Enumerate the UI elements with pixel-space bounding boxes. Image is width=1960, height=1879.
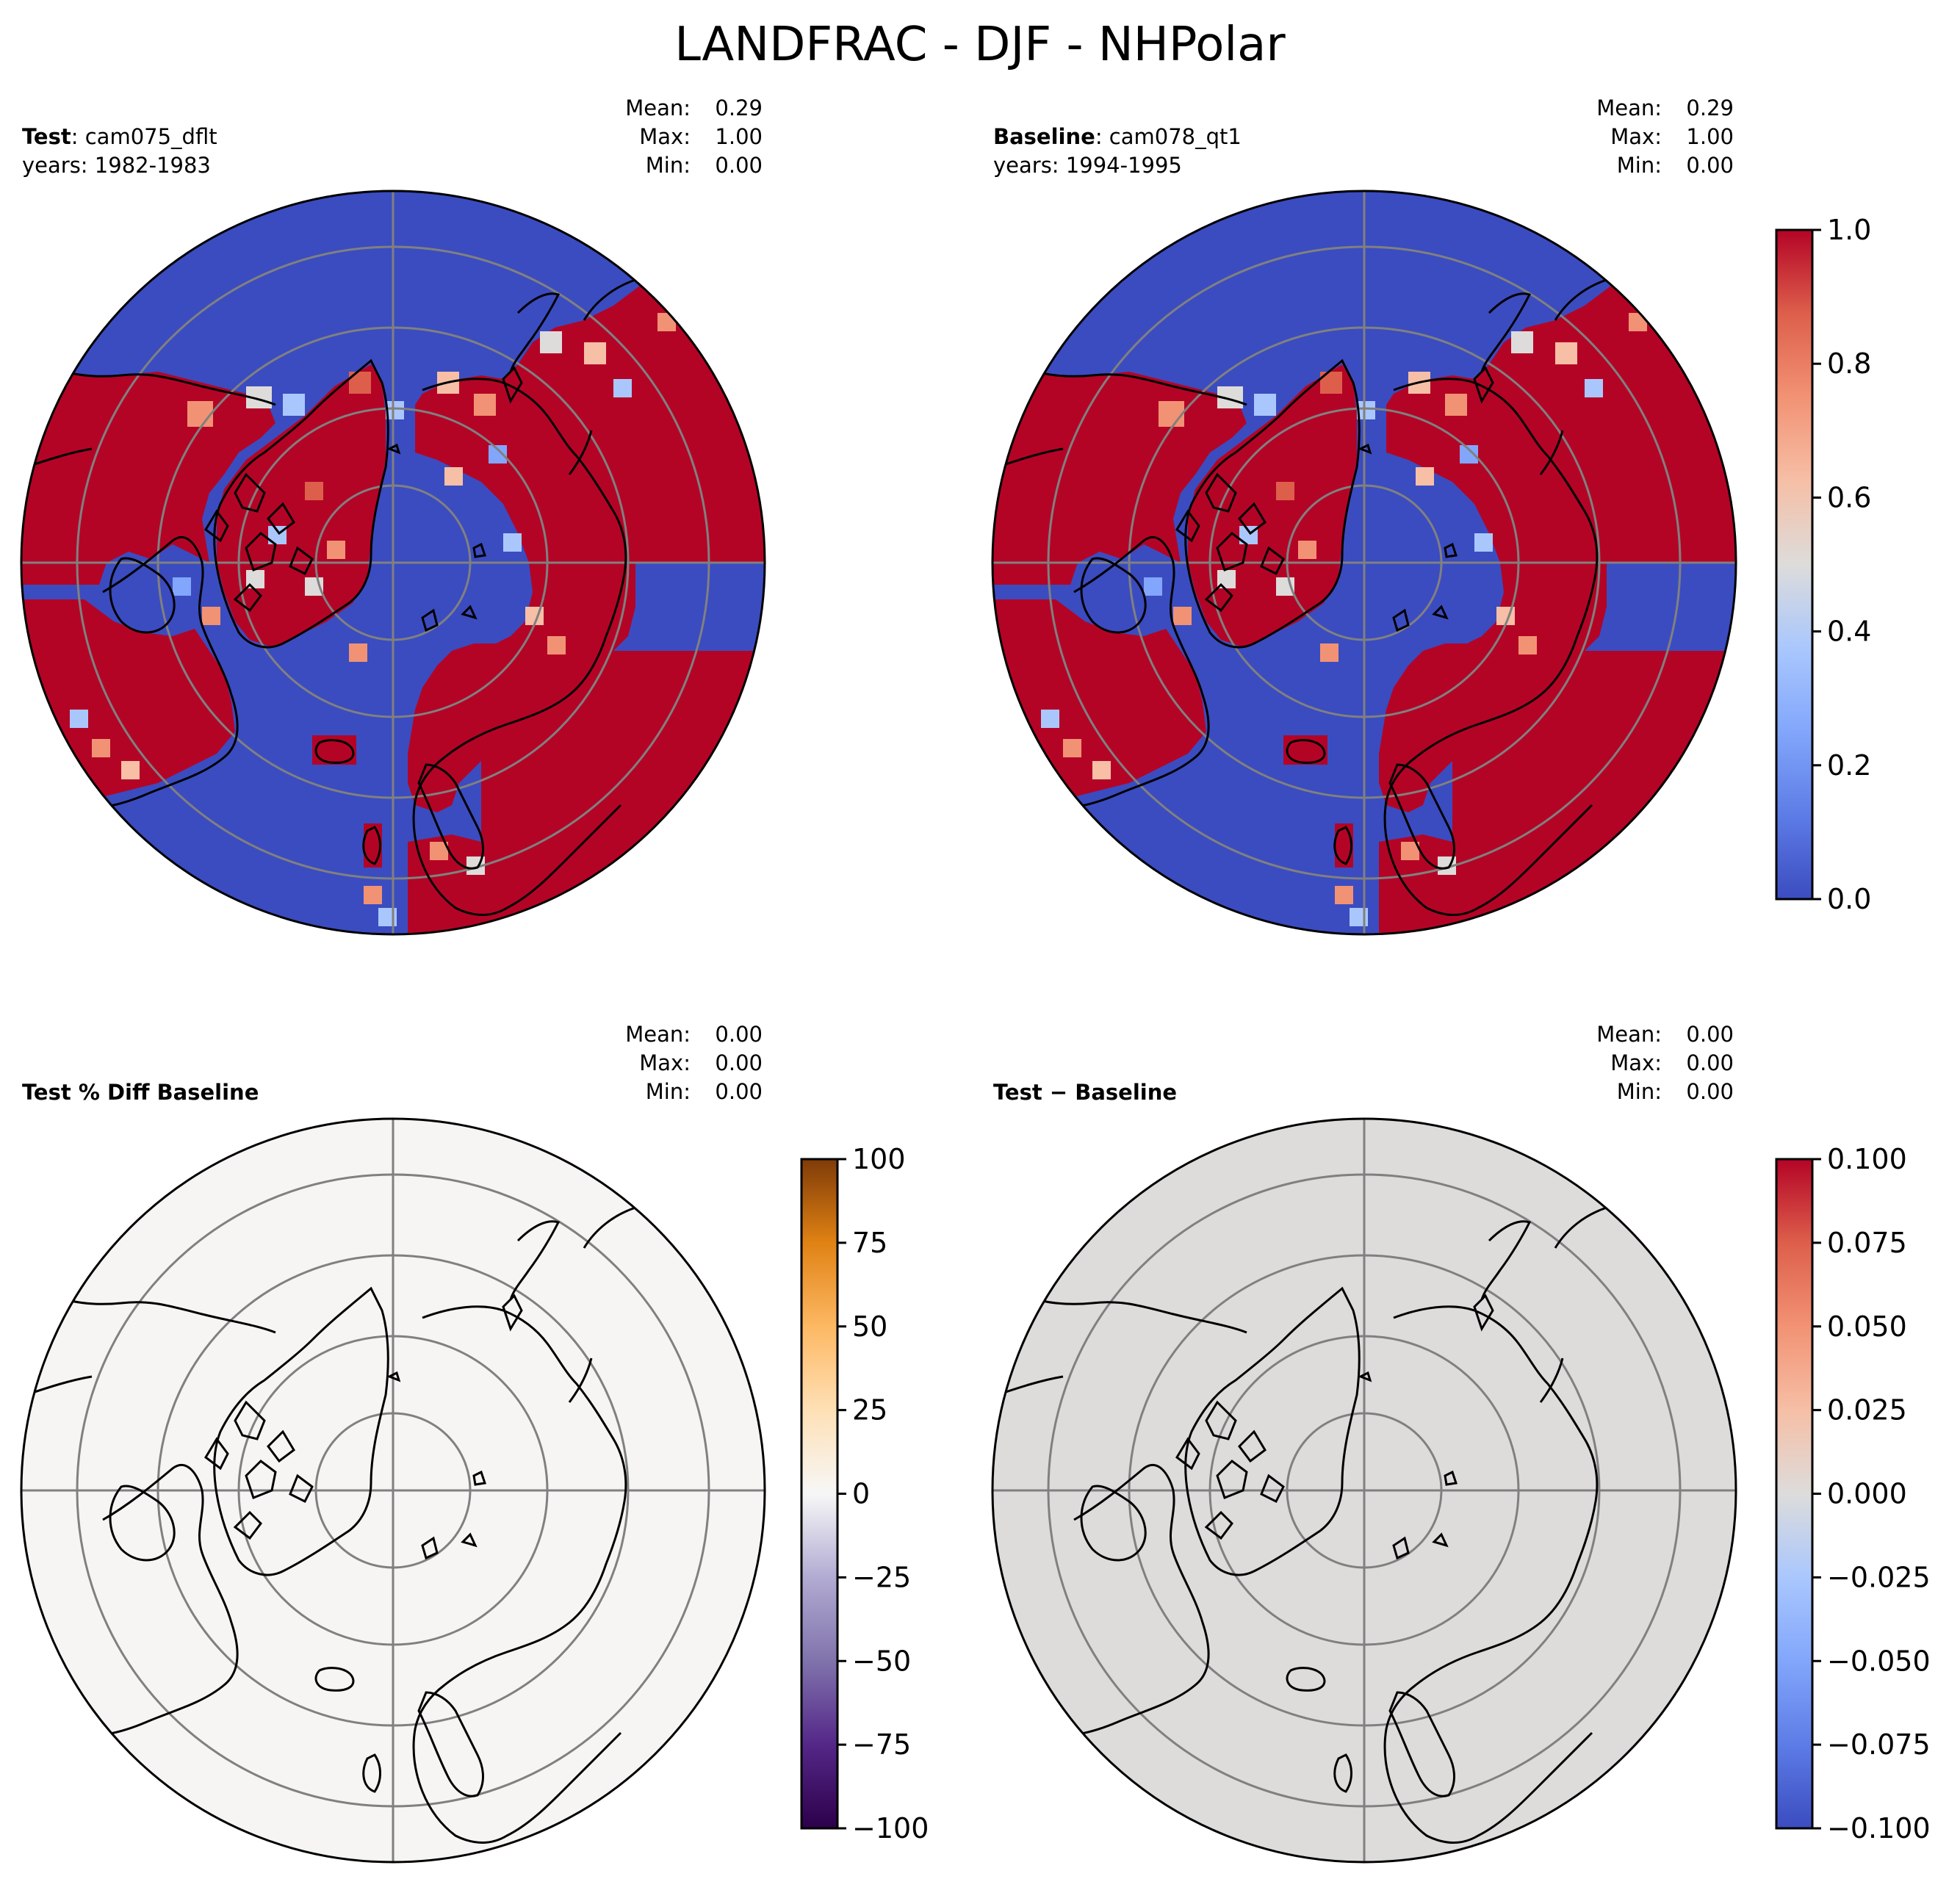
colorbar-diff-bar bbox=[1775, 1158, 1814, 1830]
panel-test-max: 1.00 bbox=[715, 124, 763, 149]
panel-pctdiff: Test % Diff Baseline Mean: 0.00 Max: 0.0… bbox=[20, 1022, 766, 1864]
panel-test-min: 0.00 bbox=[715, 153, 763, 178]
colorbar-landfrac: 0.0 0.2 0.4 0.6 0.8 1.0 bbox=[1775, 214, 1871, 915]
panel-baseline-label: Baseline: cam078_qt1 bbox=[993, 124, 1242, 149]
panel-baseline: Baseline: cam078_qt1 years: 1994-1995 Me… bbox=[991, 95, 1737, 936]
cb-landfrac-tick-label: 0.6 bbox=[1827, 481, 1871, 513]
panel-test-mean: 0.29 bbox=[715, 95, 763, 120]
cb-pctdiff-tick-label: 100 bbox=[852, 1143, 906, 1175]
panel-pctdiff-map-border bbox=[20, 1117, 766, 1864]
panel-baseline-min: 0.00 bbox=[1686, 153, 1734, 178]
cb-diff-tick-label: 0.025 bbox=[1827, 1394, 1907, 1427]
panel-diff: Test − Baseline Mean: 0.00 Max: 0.00 Min… bbox=[991, 1022, 1737, 1864]
cb-diff-tick-label: −0.025 bbox=[1827, 1561, 1931, 1593]
cb-diff-tick-label: −0.050 bbox=[1827, 1645, 1931, 1677]
cb-diff-tick-label: 0.000 bbox=[1827, 1478, 1907, 1510]
figure-title: LANDFRAC - DJF - NHPolar bbox=[674, 18, 1286, 72]
cb-pctdiff-tick-label: −75 bbox=[852, 1728, 911, 1761]
panel-test-label-bold: Test bbox=[22, 124, 71, 149]
panel-baseline-label-rest: : cam078_qt1 bbox=[1095, 124, 1242, 149]
cb-landfrac-tick-label: 0.2 bbox=[1827, 749, 1871, 782]
panel-pctdiff-max: 0.00 bbox=[715, 1050, 763, 1075]
panel-diff-mean: 0.00 bbox=[1686, 1022, 1734, 1047]
panel-diff-max: 0.00 bbox=[1686, 1050, 1734, 1075]
panel-pctdiff-mean: 0.00 bbox=[715, 1022, 763, 1047]
panel-baseline-map bbox=[992, 191, 1736, 934]
panel-test-label: Test: cam075_dflt bbox=[22, 124, 217, 149]
panel-pctdiff-max-label: Max: bbox=[639, 1050, 691, 1075]
panel-baseline-max-label: Max: bbox=[1610, 124, 1662, 149]
cb-landfrac-tick-label: 0.8 bbox=[1827, 347, 1871, 380]
cb-pctdiff-tick-label: −100 bbox=[852, 1812, 929, 1844]
panel-diff-label-rest: − Baseline bbox=[1042, 1080, 1177, 1105]
panel-test-years: years: 1982-1983 bbox=[22, 153, 211, 178]
cb-pctdiff-tick-label: 0 bbox=[852, 1478, 870, 1510]
cb-pctdiff-tick-label: 25 bbox=[852, 1394, 887, 1427]
cb-landfrac-tick-label: 1.0 bbox=[1827, 214, 1871, 246]
cb-diff-tick-label: 0.100 bbox=[1827, 1143, 1907, 1175]
panel-baseline-mean: 0.29 bbox=[1686, 95, 1734, 120]
colorbar-diff: −0.100 −0.075 −0.050 −0.025 0.000 0.025 0.050 0… bbox=[1775, 1143, 1931, 1844]
panel-diff-map bbox=[992, 1119, 1736, 1862]
panel-test-map bbox=[21, 191, 765, 934]
cb-diff-tick-label: 0.050 bbox=[1827, 1310, 1907, 1343]
panel-test-mean-label: Mean: bbox=[625, 95, 691, 120]
panel-diff-max-label: Max: bbox=[1610, 1050, 1662, 1075]
colorbar-pctdiff-bar bbox=[800, 1158, 839, 1830]
cb-diff-tick-label: −0.100 bbox=[1827, 1812, 1931, 1844]
panel-test-max-label: Max: bbox=[639, 124, 691, 149]
panel-diff-mean-label: Mean: bbox=[1596, 1022, 1662, 1047]
panel-test-label-rest: : cam075_dflt bbox=[71, 124, 217, 149]
colorbar-pctdiff: −100 −75 −50 −25 0 25 50 75 100 bbox=[800, 1143, 929, 1844]
panel-pctdiff-map bbox=[21, 1119, 765, 1862]
panel-baseline-max: 1.00 bbox=[1686, 124, 1734, 149]
panel-pctdiff-label: Test % Diff Baseline bbox=[22, 1080, 259, 1105]
panel-baseline-min-label: Min: bbox=[1617, 153, 1662, 178]
panel-diff-map-border bbox=[991, 1117, 1737, 1864]
cb-pctdiff-tick-label: −25 bbox=[852, 1561, 911, 1593]
panel-pctdiff-min-label: Min: bbox=[646, 1079, 691, 1104]
panel-test-min-label: Min: bbox=[646, 153, 691, 178]
cb-pctdiff-tick-label: 50 bbox=[852, 1310, 887, 1343]
panel-pctdiff-min: 0.00 bbox=[715, 1079, 763, 1104]
panel-diff-label-bold: Test bbox=[993, 1080, 1042, 1105]
cb-landfrac-tick-label: 0.4 bbox=[1827, 616, 1871, 648]
cb-pctdiff-tick-label: −50 bbox=[852, 1645, 911, 1677]
cb-diff-tick-label: −0.075 bbox=[1827, 1728, 1931, 1761]
panel-test-map-border bbox=[20, 190, 766, 936]
colorbar-landfrac-bar bbox=[1775, 228, 1814, 901]
cb-landfrac-tick-label: 0.0 bbox=[1827, 883, 1871, 915]
panel-pctdiff-mean-label: Mean: bbox=[625, 1022, 691, 1047]
panel-baseline-map-border bbox=[991, 190, 1737, 936]
panel-baseline-years: years: 1994-1995 bbox=[993, 153, 1182, 178]
cb-pctdiff-tick-label: 75 bbox=[852, 1227, 887, 1259]
panel-test: Test: cam075_dflt years: 1982-1983 Mean:… bbox=[20, 95, 766, 936]
cb-diff-tick-label: 0.075 bbox=[1827, 1227, 1907, 1259]
panel-baseline-mean-label: Mean: bbox=[1596, 95, 1662, 120]
panel-diff-label: Test − Baseline bbox=[993, 1080, 1177, 1105]
panel-baseline-label-bold: Baseline bbox=[993, 124, 1095, 149]
panel-diff-min: 0.00 bbox=[1686, 1079, 1734, 1104]
panel-diff-min-label: Min: bbox=[1617, 1079, 1662, 1104]
